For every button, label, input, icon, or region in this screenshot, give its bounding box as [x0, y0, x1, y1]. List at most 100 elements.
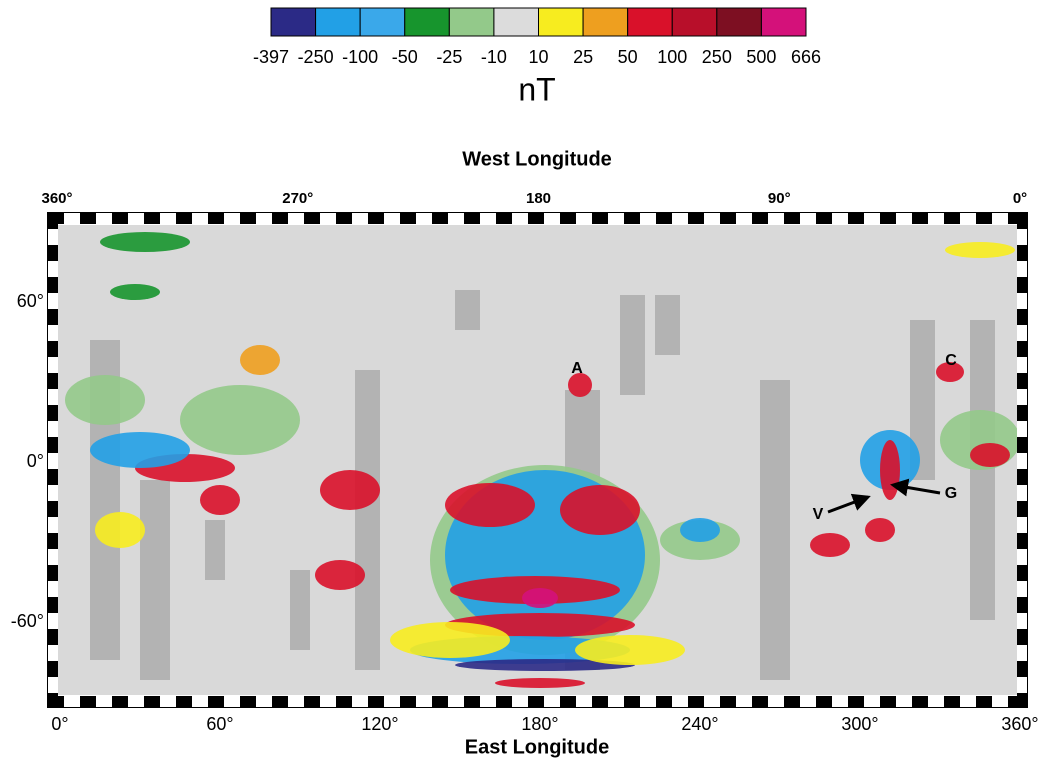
- frame-check: [688, 213, 704, 224]
- frame-check: [224, 213, 240, 224]
- frame-check: [1017, 309, 1027, 325]
- frame-check: [784, 696, 800, 707]
- frame-check: [272, 696, 288, 707]
- frame-check: [112, 213, 128, 224]
- colorbar-label: 10: [528, 47, 548, 67]
- frame-check: [160, 213, 176, 224]
- frame-check: [96, 213, 112, 224]
- frame-check: [400, 696, 416, 707]
- data-gap-strip: [970, 320, 995, 620]
- frame-check: [1017, 373, 1027, 389]
- colorbar-cell: [671, 7, 718, 37]
- frame-check: [624, 213, 640, 224]
- frame-check: [800, 696, 816, 707]
- frame-check: [1017, 677, 1027, 693]
- field-anomaly: [65, 375, 145, 425]
- frame-check: [48, 629, 58, 645]
- bottom-tick-label: 180°: [521, 714, 558, 734]
- colorbar-unit: nT: [518, 71, 555, 107]
- field-anomaly: [936, 362, 964, 382]
- colorbar-cell: [404, 7, 450, 37]
- frame-check: [176, 696, 192, 707]
- frame-check: [48, 549, 58, 565]
- frame-check: [928, 213, 944, 224]
- frame-check: [48, 245, 58, 261]
- frame-check: [64, 213, 80, 224]
- frame-check: [48, 597, 58, 613]
- top-tick-label: 270°: [282, 190, 313, 207]
- frame-check: [848, 213, 864, 224]
- frame-check: [464, 696, 480, 707]
- frame-check: [1017, 261, 1027, 277]
- frame-check: [496, 696, 512, 707]
- colorbar-label: 666: [791, 47, 821, 67]
- frame-check: [448, 696, 464, 707]
- frame-check: [544, 696, 560, 707]
- frame-check: [1008, 696, 1024, 707]
- frame-check: [656, 696, 672, 707]
- frame-check: [400, 213, 416, 224]
- frame-check: [736, 213, 752, 224]
- colorbar-label: 250: [702, 47, 732, 67]
- field-anomaly: [575, 635, 685, 665]
- frame-check: [1017, 437, 1027, 453]
- field-anomaly: [110, 284, 160, 300]
- frame-check: [832, 696, 848, 707]
- map-frame: [47, 212, 1028, 708]
- frame-check: [128, 213, 144, 224]
- left-tick-label: 0°: [27, 451, 44, 471]
- colorbar-cell: [627, 7, 673, 37]
- frame-check: [288, 213, 304, 224]
- frame-check: [928, 696, 944, 707]
- frame-check: [960, 696, 976, 707]
- bottom-tick-label: 0°: [51, 714, 68, 734]
- frame-check: [480, 696, 496, 707]
- colorbar-label: 50: [618, 47, 638, 67]
- frame-check: [208, 696, 224, 707]
- frame-check: [112, 696, 128, 707]
- frame-check: [48, 565, 58, 581]
- frame-check: [48, 645, 58, 661]
- frame-check: [1017, 693, 1027, 707]
- frame-check: [368, 696, 384, 707]
- frame-check: [304, 213, 320, 224]
- frame-check: [816, 696, 832, 707]
- frame-check: [304, 696, 320, 707]
- frame-check: [1017, 661, 1027, 677]
- frame-check: [896, 213, 912, 224]
- frame-check: [48, 373, 58, 389]
- frame-check: [1017, 389, 1027, 405]
- left-tick-label: 60°: [17, 291, 44, 311]
- data-gap-strip: [760, 380, 790, 680]
- frame-check: [176, 213, 192, 224]
- frame-check: [496, 213, 512, 224]
- frame-check: [80, 696, 96, 707]
- frame-check: [1017, 357, 1027, 373]
- colorbar-cell: [270, 7, 317, 37]
- frame-check: [1017, 325, 1027, 341]
- colorbar-label: -10: [481, 47, 507, 67]
- bottom-axis-title: East Longitude: [465, 736, 609, 758]
- annotation-arrow: [890, 478, 941, 497]
- data-gap-strip: [205, 520, 225, 580]
- frame-check: [560, 696, 576, 707]
- frame-check: [48, 581, 58, 597]
- annotation-label: C: [945, 352, 957, 369]
- frame-check: [48, 693, 58, 707]
- frame-check: [1017, 549, 1027, 565]
- field-anomaly: [240, 345, 280, 375]
- frame-check: [976, 213, 992, 224]
- field-anomaly: [180, 385, 300, 455]
- field-anomaly: [865, 518, 895, 542]
- bottom-tick-label: 240°: [681, 714, 718, 734]
- colorbar-label: 100: [657, 47, 687, 67]
- field-anomaly: [970, 443, 1010, 467]
- data-gap-strip: [620, 295, 645, 395]
- field-anomaly: [945, 242, 1015, 258]
- field-anomaly: [320, 470, 380, 510]
- colorbar-cell: [760, 7, 807, 37]
- frame-check: [48, 389, 58, 405]
- frame-check: [640, 213, 656, 224]
- data-gap-strip: [455, 290, 480, 330]
